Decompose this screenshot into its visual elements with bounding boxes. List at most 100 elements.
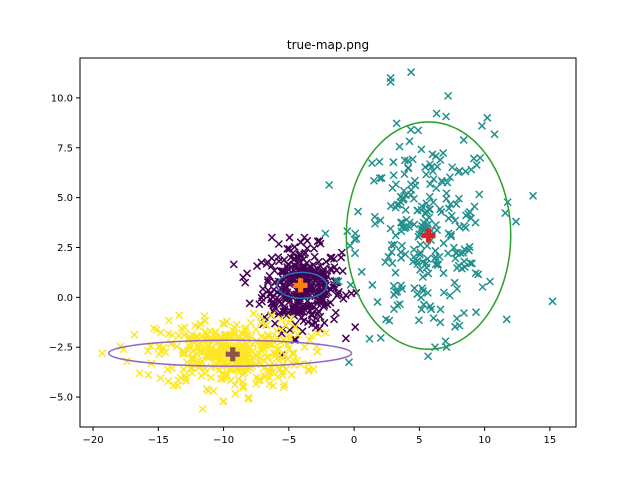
data-point bbox=[461, 167, 470, 176]
data-point bbox=[375, 174, 384, 183]
data-point bbox=[382, 315, 391, 324]
data-point bbox=[321, 328, 330, 337]
data-point bbox=[218, 319, 227, 328]
data-point bbox=[249, 309, 258, 318]
data-point bbox=[350, 249, 360, 258]
data-point bbox=[135, 369, 144, 378]
data-point bbox=[439, 269, 448, 278]
data-point bbox=[431, 246, 440, 255]
data-point bbox=[155, 350, 164, 359]
data-point bbox=[197, 332, 206, 342]
data-point bbox=[316, 262, 325, 271]
data-point bbox=[252, 325, 261, 334]
data-point bbox=[386, 77, 395, 86]
data-point bbox=[431, 220, 440, 229]
data-point bbox=[423, 254, 432, 263]
data-point bbox=[444, 214, 453, 223]
data-point bbox=[269, 299, 278, 309]
data-point bbox=[455, 222, 464, 231]
data-point bbox=[185, 342, 194, 351]
data-point bbox=[416, 248, 425, 257]
data-point bbox=[397, 227, 406, 236]
data-point bbox=[264, 352, 273, 361]
data-point bbox=[341, 291, 350, 300]
data-point bbox=[334, 289, 343, 299]
data-point bbox=[298, 327, 307, 336]
x-axis-ticks: −20 −15 −10 −5 0 5 10 15 bbox=[82, 427, 556, 446]
data-point bbox=[452, 200, 461, 209]
data-point bbox=[436, 205, 445, 214]
data-point bbox=[377, 174, 386, 183]
data-point bbox=[347, 289, 356, 298]
data-point bbox=[419, 300, 428, 309]
data-point bbox=[285, 244, 294, 253]
data-point bbox=[313, 299, 322, 308]
data-point bbox=[284, 344, 293, 353]
data-point bbox=[194, 322, 203, 331]
x-tick-label: 10 bbox=[478, 435, 491, 446]
data-point bbox=[144, 346, 153, 355]
data-point bbox=[381, 258, 390, 267]
data-point bbox=[409, 245, 418, 254]
data-point bbox=[176, 373, 185, 382]
data-point bbox=[200, 312, 209, 321]
data-point bbox=[388, 183, 397, 193]
data-point bbox=[490, 130, 499, 139]
data-point bbox=[188, 330, 197, 339]
data-point bbox=[290, 254, 299, 263]
data-point bbox=[156, 328, 165, 337]
data-point bbox=[419, 286, 428, 296]
data-point bbox=[169, 381, 178, 390]
y-tick-label: 0.0 bbox=[57, 293, 73, 304]
data-point bbox=[459, 135, 468, 144]
data-point bbox=[392, 119, 401, 128]
data-point bbox=[314, 307, 323, 316]
data-point bbox=[439, 149, 448, 158]
data-point bbox=[316, 294, 325, 303]
data-point bbox=[206, 373, 215, 382]
x-tick-label: −5 bbox=[281, 435, 296, 446]
data-point bbox=[304, 365, 313, 374]
data-point bbox=[193, 341, 203, 350]
data-point bbox=[259, 344, 268, 353]
y-tick-label: −2.5 bbox=[49, 343, 73, 354]
data-point bbox=[461, 223, 470, 232]
data-point bbox=[376, 333, 385, 342]
data-point bbox=[391, 268, 400, 277]
data-point bbox=[316, 275, 325, 284]
data-point bbox=[418, 221, 427, 230]
data-point bbox=[405, 137, 414, 146]
data-point bbox=[465, 242, 474, 251]
data-point bbox=[256, 318, 265, 327]
data-point bbox=[321, 281, 330, 290]
data-point bbox=[218, 356, 227, 366]
data-point bbox=[266, 288, 275, 298]
data-point bbox=[204, 352, 213, 361]
data-point bbox=[375, 157, 384, 166]
data-point bbox=[448, 163, 457, 172]
data-point bbox=[301, 248, 310, 257]
data-point bbox=[262, 352, 271, 361]
data-point bbox=[299, 308, 308, 317]
data-point bbox=[203, 341, 212, 350]
data-point bbox=[241, 363, 250, 372]
data-point bbox=[274, 257, 283, 266]
data-point bbox=[315, 324, 324, 333]
data-point bbox=[231, 389, 240, 398]
data-point bbox=[422, 259, 431, 268]
data-point bbox=[424, 269, 433, 278]
data-point bbox=[439, 288, 448, 297]
data-point bbox=[389, 281, 398, 290]
data-point bbox=[389, 158, 398, 167]
data-point bbox=[300, 342, 309, 351]
data-point bbox=[444, 91, 453, 100]
data-point bbox=[413, 256, 422, 265]
data-point bbox=[376, 216, 385, 225]
data-point bbox=[302, 258, 311, 267]
data-point bbox=[242, 340, 251, 349]
data-point bbox=[414, 316, 423, 325]
data-point bbox=[98, 349, 107, 358]
data-point bbox=[398, 218, 407, 227]
data-point bbox=[432, 184, 441, 193]
data-point bbox=[467, 165, 476, 174]
